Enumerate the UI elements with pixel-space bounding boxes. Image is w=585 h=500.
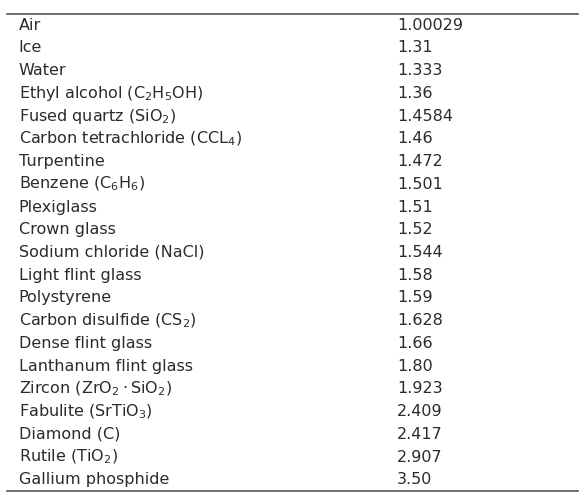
Text: Carbon tetrachloride ($\mathregular{CCL_4}$): Carbon tetrachloride ($\mathregular{CCL_…	[19, 130, 242, 148]
Text: Sodium chloride (NaCl): Sodium chloride (NaCl)	[19, 245, 204, 260]
Text: Rutile ($\mathregular{TiO_2}$): Rutile ($\mathregular{TiO_2}$)	[19, 448, 118, 466]
Text: 1.472: 1.472	[397, 154, 443, 169]
Text: 3.50: 3.50	[397, 472, 433, 488]
Text: Water: Water	[19, 63, 67, 78]
Text: Zircon ($\mathregular{ZrO_2 \cdot SiO_2}$): Zircon ($\mathregular{ZrO_2 \cdot SiO_2}…	[19, 380, 172, 398]
Text: 2.907: 2.907	[397, 450, 443, 464]
Text: 2.409: 2.409	[397, 404, 443, 419]
Text: 1.4584: 1.4584	[397, 108, 453, 124]
Text: Lanthanum flint glass: Lanthanum flint glass	[19, 358, 193, 374]
Text: 1.333: 1.333	[397, 63, 443, 78]
Text: 1.46: 1.46	[397, 132, 433, 146]
Text: 1.31: 1.31	[397, 40, 433, 56]
Text: 1.628: 1.628	[397, 313, 443, 328]
Text: 1.00029: 1.00029	[397, 18, 463, 32]
Text: 1.80: 1.80	[397, 358, 433, 374]
Text: Air: Air	[19, 18, 41, 32]
Text: Light flint glass: Light flint glass	[19, 268, 142, 282]
Text: Gallium phosphide: Gallium phosphide	[19, 472, 169, 488]
Text: 1.36: 1.36	[397, 86, 433, 101]
Text: Fused quartz ($\mathregular{SiO_2}$): Fused quartz ($\mathregular{SiO_2}$)	[19, 106, 176, 126]
Text: 1.923: 1.923	[397, 382, 443, 396]
Text: Fabulite ($\mathregular{SrTiO_3}$): Fabulite ($\mathregular{SrTiO_3}$)	[19, 402, 153, 421]
Text: 1.58: 1.58	[397, 268, 433, 282]
Text: 1.51: 1.51	[397, 200, 433, 214]
Text: 1.59: 1.59	[397, 290, 433, 306]
Text: Plexiglass: Plexiglass	[19, 200, 98, 214]
Text: Ice: Ice	[19, 40, 42, 56]
Text: 1.52: 1.52	[397, 222, 433, 238]
Text: Crown glass: Crown glass	[19, 222, 116, 238]
Text: 1.66: 1.66	[397, 336, 433, 351]
Text: 1.501: 1.501	[397, 177, 443, 192]
Text: Ethyl alcohol ($\mathregular{C_2H_5}$OH): Ethyl alcohol ($\mathregular{C_2H_5}$OH)	[19, 84, 203, 103]
Text: Turpentine: Turpentine	[19, 154, 105, 169]
Text: Diamond (C): Diamond (C)	[19, 427, 121, 442]
Text: Dense flint glass: Dense flint glass	[19, 336, 152, 351]
Text: Carbon disulfide ($\mathregular{CS_2}$): Carbon disulfide ($\mathregular{CS_2}$)	[19, 312, 197, 330]
Text: Polystyrene: Polystyrene	[19, 290, 112, 306]
Text: 1.544: 1.544	[397, 245, 443, 260]
Text: 2.417: 2.417	[397, 427, 443, 442]
Text: Benzene ($\mathregular{C_6H_6}$): Benzene ($\mathregular{C_6H_6}$)	[19, 175, 145, 194]
